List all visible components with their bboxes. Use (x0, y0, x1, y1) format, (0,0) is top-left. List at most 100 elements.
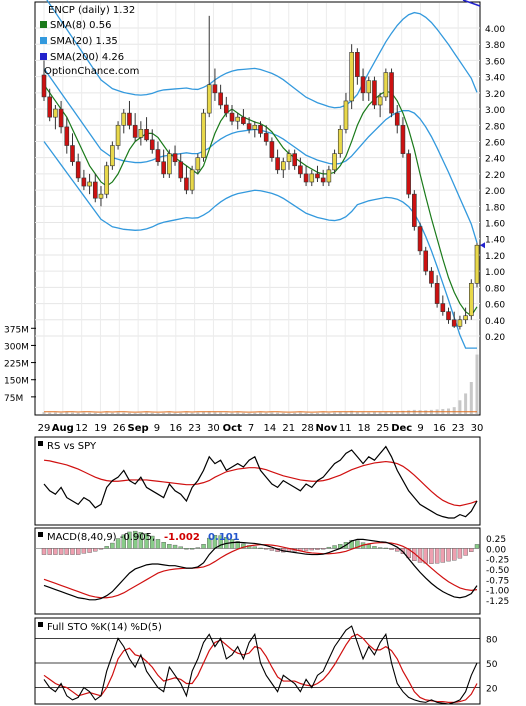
volume-bar (298, 412, 302, 414)
candle-body (434, 283, 440, 304)
price-tick-label: 2.20 (485, 171, 505, 181)
macd-histogram-bar (93, 548, 98, 552)
volume-bar (196, 412, 200, 414)
date-tick-label: 30 (207, 423, 220, 434)
macd-line (43, 538, 478, 601)
volume-bar (76, 412, 80, 414)
candle-body (121, 112, 127, 126)
sma200-line (462, 0, 481, 7)
volume-bar (173, 413, 177, 414)
macd-histogram-bar (184, 548, 189, 550)
candle-body (224, 104, 229, 114)
price-tick-label: 3.40 (485, 74, 505, 84)
rs-panel-frame (34, 436, 481, 526)
volume-bar (401, 410, 405, 414)
candle-body (446, 311, 451, 321)
date-tick-label: Sep (128, 423, 149, 434)
candle-body (206, 84, 212, 114)
macd-label-prefix: MACD(8,40,9) -0.905, (47, 532, 155, 543)
candle-body (343, 100, 349, 130)
macd-histogram-bar (315, 548, 320, 550)
date-tick-label: 23 (452, 423, 465, 434)
volume-bar (350, 410, 354, 414)
candle-body (98, 193, 104, 199)
macd-histogram-bar (469, 548, 474, 552)
volume-bar (156, 413, 160, 414)
candle-body (286, 153, 292, 163)
candle-body (457, 319, 463, 327)
macd-histogram-bar (235, 541, 240, 549)
macd-histogram-bar (377, 547, 383, 549)
date-tick-label: 12 (75, 423, 88, 434)
candle-body (389, 72, 394, 114)
macd-histogram-bar (309, 548, 314, 551)
volume-bar (310, 413, 314, 414)
date-tick-label: Aug (52, 423, 74, 434)
candle-body (47, 96, 52, 118)
candle-body (132, 124, 138, 138)
candle-body (377, 96, 383, 106)
volume-bar (355, 411, 359, 414)
macd-tick-label: -0.25 (486, 556, 509, 566)
rs-swatch (38, 441, 43, 446)
macd-histogram-bar (355, 540, 360, 549)
volume-bar (207, 411, 211, 414)
macd-tick-label: -1.25 (486, 597, 509, 607)
volume-bar (384, 411, 388, 414)
macd-histogram-bar (121, 534, 126, 549)
volume-bar (367, 412, 371, 414)
candle-body (269, 141, 275, 158)
ticker-label: ENCP (daily) 1.32 (48, 5, 135, 16)
last-price-marker (480, 242, 485, 249)
sto-k-line (43, 625, 478, 705)
volume-bar (116, 412, 120, 414)
macd-histogram-bar (446, 548, 451, 562)
macd-histogram-bar (104, 546, 109, 549)
macd-histogram-bar (207, 537, 212, 549)
candle-body (298, 165, 303, 175)
volume-bar (219, 412, 223, 414)
candle-body (246, 123, 252, 130)
candle-body (309, 173, 315, 183)
volume-bar (464, 393, 468, 414)
volume-bar (458, 400, 462, 414)
macd-histogram-bar (258, 547, 263, 549)
sma20-swatch (40, 37, 47, 44)
candle-body (127, 112, 132, 126)
candle-body (383, 72, 389, 98)
price-tick-label: 2.00 (485, 187, 505, 197)
bollinger-bands (43, 0, 478, 349)
macd-histogram-bar (178, 546, 183, 549)
volume-bar (82, 412, 86, 414)
axis-tick-labels: 0.20 0.40 0.60 0.80 1.00 1.20 1.40 1.60 1.80 2.00… (4, 25, 510, 695)
price-tick-label: 1.40 (485, 236, 505, 246)
volume-bar (179, 412, 183, 414)
sto-d-line (43, 633, 478, 703)
date-tick-label: 9 (154, 423, 160, 434)
price-tick-label: 0.80 (485, 284, 505, 294)
date-tick-label: Dec (391, 423, 412, 434)
macd-histogram-bar (115, 538, 121, 549)
candle-body (406, 153, 411, 195)
volume-bar (372, 411, 376, 414)
price-tick-label: 1.20 (485, 252, 505, 262)
sto-label: Full STO %K(14) %D(5) (47, 622, 162, 633)
sma8-swatch (40, 21, 47, 28)
macd-histogram-bar (263, 548, 269, 550)
candle-body (423, 250, 429, 272)
volume-bar (452, 407, 456, 414)
candle-body (41, 74, 47, 98)
macd-histogram-bar (127, 531, 132, 549)
candle-body (394, 112, 400, 126)
volume-bar (270, 412, 274, 414)
volume-bar (184, 412, 188, 414)
candle-body (70, 145, 75, 163)
price-tick-label: 3.60 (485, 57, 505, 67)
volume-bar (150, 412, 154, 414)
candle-body (315, 173, 320, 179)
volume-tick-label: 225M (4, 360, 29, 370)
macd-histogram-bar (201, 544, 206, 549)
candle-body (58, 108, 64, 128)
candle-body (451, 319, 457, 327)
candle-body (178, 161, 184, 179)
